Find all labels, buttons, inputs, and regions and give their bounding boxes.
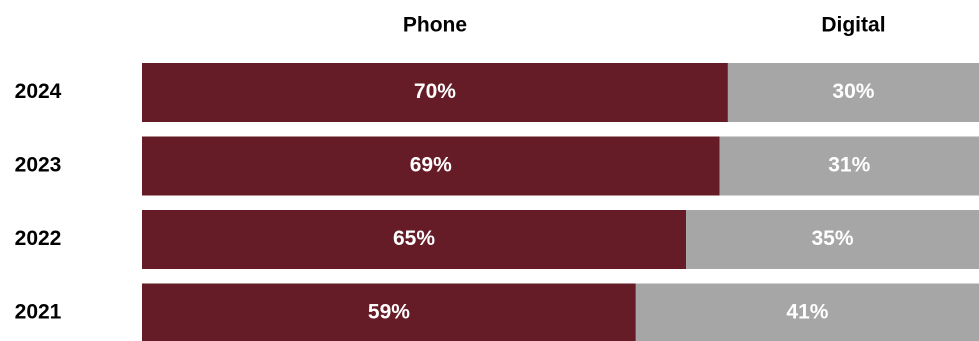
bar-row-2023: 69% 31% [142, 136, 979, 196]
category-label-2023: 2023 [15, 154, 62, 177]
data-label-digital-2022: 35% [812, 227, 854, 250]
bar-phone-2022 [142, 210, 687, 269]
bar-phone-2021 [142, 283, 636, 341]
bar-digital-2024 [727, 63, 979, 122]
legend: Phone Digital [403, 14, 886, 37]
category-axis: 2024 2023 2022 2021 [15, 80, 62, 324]
category-label-2022: 2022 [15, 227, 62, 250]
category-label-2021: 2021 [15, 301, 62, 324]
data-label-phone-2023: 69% [410, 154, 452, 177]
legend-label-phone: Phone [403, 14, 467, 37]
legend-label-digital: Digital [821, 14, 885, 37]
bar-phone-2023 [142, 136, 720, 196]
bar-phone-2024 [142, 63, 728, 122]
bar-digital-2021 [635, 283, 979, 341]
bar-row-2021: 59% 41% [142, 283, 979, 341]
bar-row-2022: 65% 35% [142, 210, 979, 269]
plot-area: 70% 30% 69% 31% 65% 35% 59% 41% [142, 63, 979, 341]
category-label-2024: 2024 [15, 80, 62, 103]
bar-digital-2022 [686, 210, 979, 269]
data-label-phone-2021: 59% [368, 301, 410, 324]
bar-digital-2023 [719, 136, 979, 196]
data-label-phone-2022: 65% [393, 227, 435, 250]
bar-row-2024: 70% 30% [142, 63, 979, 122]
data-label-digital-2024: 30% [832, 80, 874, 103]
data-label-digital-2023: 31% [828, 154, 870, 177]
data-label-digital-2021: 41% [786, 301, 828, 324]
data-label-phone-2024: 70% [414, 80, 456, 103]
